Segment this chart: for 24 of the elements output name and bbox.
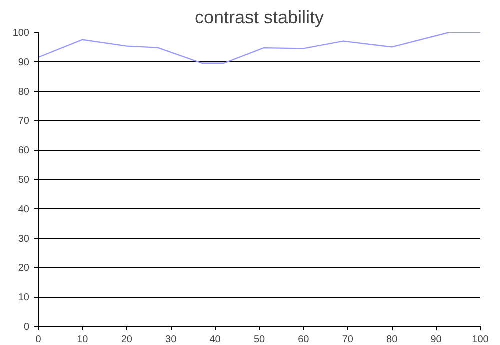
x-tick-label: 100: [472, 334, 490, 345]
chart-title: contrast stability: [194, 8, 324, 28]
x-tick-label: 70: [342, 334, 354, 345]
x-tick-label: 10: [77, 334, 89, 345]
y-tick-label: 0: [24, 322, 30, 333]
y-tick-label: 10: [18, 292, 30, 304]
y-tick-label: 70: [18, 116, 30, 128]
x-tick-label: 60: [298, 334, 310, 345]
x-tick-label: 20: [121, 334, 133, 345]
x-tick-label: 40: [210, 334, 222, 345]
y-tick-label: 40: [18, 204, 30, 216]
x-tick-label: 90: [430, 334, 442, 345]
x-tick-label: 0: [36, 334, 42, 345]
y-tick-label: 80: [18, 86, 30, 98]
x-tick-label: 80: [386, 334, 398, 345]
x-tick-label: 50: [254, 334, 266, 345]
y-tick-label: 90: [18, 57, 30, 68]
y-tick-label: 30: [18, 234, 30, 245]
y-tick-label: 20: [18, 263, 30, 274]
y-tick-label: 60: [18, 146, 30, 157]
y-tick-label: 50: [18, 175, 30, 186]
x-tick-label: 30: [166, 334, 178, 345]
y-tick-label: 100: [12, 28, 30, 39]
line-series: [38, 32, 480, 64]
